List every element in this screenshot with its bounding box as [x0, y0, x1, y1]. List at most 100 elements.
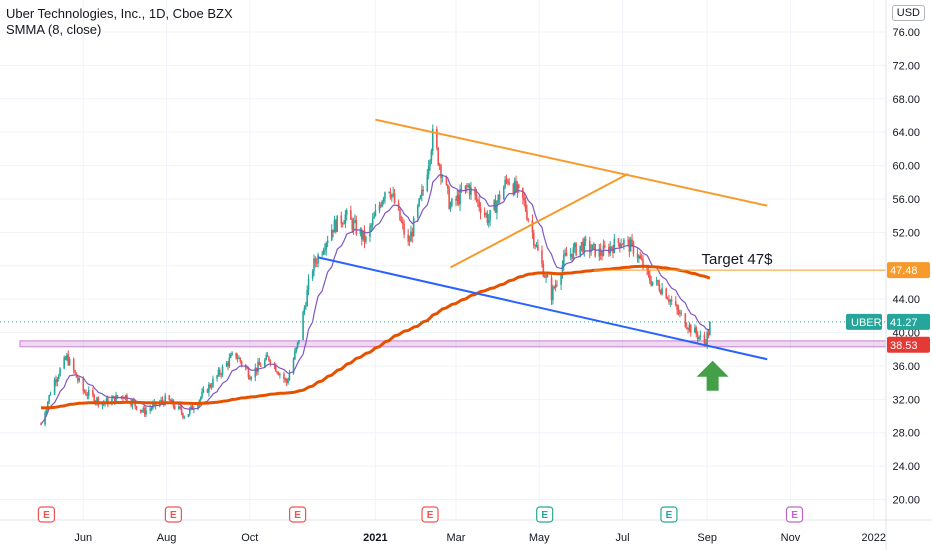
time-axis[interactable]: Jun Aug Oct 2021 Mar May Jul Sep Nov 2022 — [74, 532, 886, 544]
earnings-marker-label: E — [541, 510, 548, 521]
candle-body — [142, 408, 145, 412]
candle-body — [208, 384, 210, 393]
price-tags: 47.48 41.27 38.53 UBER — [846, 262, 930, 353]
candle-body — [407, 234, 409, 242]
candle-body — [659, 290, 662, 295]
candle-body — [642, 259, 644, 269]
y-tick-label: 64.00 — [892, 127, 920, 139]
candle-body — [706, 332, 708, 345]
y-tick-label: 28.00 — [892, 428, 920, 440]
candle-body — [180, 408, 183, 414]
candle-body — [707, 332, 710, 336]
candle-body — [68, 359, 71, 365]
candle-body — [422, 189, 425, 192]
candle-body — [565, 253, 568, 257]
candle-body — [534, 245, 536, 247]
candle-body — [456, 194, 459, 201]
candle-body — [225, 362, 228, 367]
candle-body — [49, 394, 52, 396]
candle-body — [512, 184, 515, 195]
candle-body — [464, 185, 467, 192]
candle-body — [655, 280, 658, 282]
last-price-tag-bg — [887, 313, 930, 330]
candle-body — [535, 245, 538, 247]
earnings-marker — [421, 506, 439, 523]
candle-body — [688, 324, 691, 330]
candle-body — [132, 400, 135, 402]
candle-body — [332, 229, 334, 233]
candle-body — [212, 378, 214, 387]
indicator-legend[interactable]: SMMA (8, close) — [6, 22, 102, 37]
candle-body — [457, 194, 460, 205]
support-price-tag: 38.53 — [890, 340, 918, 352]
candle-body — [455, 198, 457, 201]
candle-body — [593, 243, 595, 245]
candle-body — [599, 248, 602, 256]
candle-body — [438, 164, 441, 166]
candle-body — [322, 250, 325, 254]
candle-body — [699, 335, 702, 338]
y-tick-label: 32.00 — [892, 394, 920, 406]
candle-body — [546, 275, 549, 278]
candle-body — [183, 417, 186, 418]
candle-body — [441, 177, 444, 178]
candle-body — [365, 236, 367, 242]
candle-body — [575, 243, 577, 256]
candle-body — [381, 201, 384, 207]
candle-body — [66, 354, 68, 360]
candle-body — [631, 239, 633, 243]
candle-body — [191, 405, 194, 410]
candle-body — [321, 253, 323, 255]
candle-body — [552, 286, 554, 301]
candle-body — [188, 408, 191, 415]
candle-body — [556, 284, 558, 286]
candle-body — [709, 321, 711, 336]
candle-body — [173, 406, 176, 409]
x-tick-label: 2021 — [363, 532, 387, 544]
candle-body — [360, 229, 363, 240]
candle-body — [610, 246, 613, 249]
candle-body — [217, 369, 220, 376]
candle-body — [161, 399, 164, 403]
candle-body — [412, 217, 415, 237]
candle-body — [276, 371, 278, 373]
candle-body — [287, 380, 289, 383]
smma-line — [40, 174, 711, 425]
candle-body — [246, 367, 248, 369]
candle-body — [116, 395, 119, 398]
candle-body — [389, 191, 392, 198]
candle-body — [333, 219, 336, 233]
y-tick-label: 72.00 — [892, 60, 920, 72]
candle-body — [411, 231, 414, 237]
candle-body — [591, 244, 594, 251]
candle-body — [598, 248, 601, 257]
candle-body — [497, 194, 500, 203]
candle-body — [135, 405, 138, 410]
candle-body — [676, 305, 678, 310]
y-tick-label: 52.00 — [892, 227, 920, 239]
earnings-marker-label: E — [791, 510, 798, 521]
candle-body — [74, 370, 76, 373]
candle-body — [668, 299, 670, 302]
currency-button[interactable]: USD — [891, 5, 925, 21]
candle-body — [696, 334, 699, 340]
candle-body — [254, 367, 257, 378]
x-tick-label: Jun — [74, 532, 92, 544]
candle-body — [343, 223, 345, 225]
target-price-tag-bg — [887, 262, 930, 279]
candle-body — [517, 184, 520, 188]
candle-body — [639, 255, 642, 259]
candle-body — [543, 276, 546, 278]
candle-body — [627, 239, 629, 241]
candle-body — [400, 220, 403, 222]
candle-body — [496, 202, 498, 213]
candle-body — [274, 364, 277, 372]
candle-body — [685, 326, 688, 329]
candle-body — [679, 312, 681, 314]
candle-body — [92, 390, 94, 395]
candle-body — [429, 160, 431, 167]
candle-body — [218, 369, 221, 375]
candle-body — [228, 357, 231, 367]
